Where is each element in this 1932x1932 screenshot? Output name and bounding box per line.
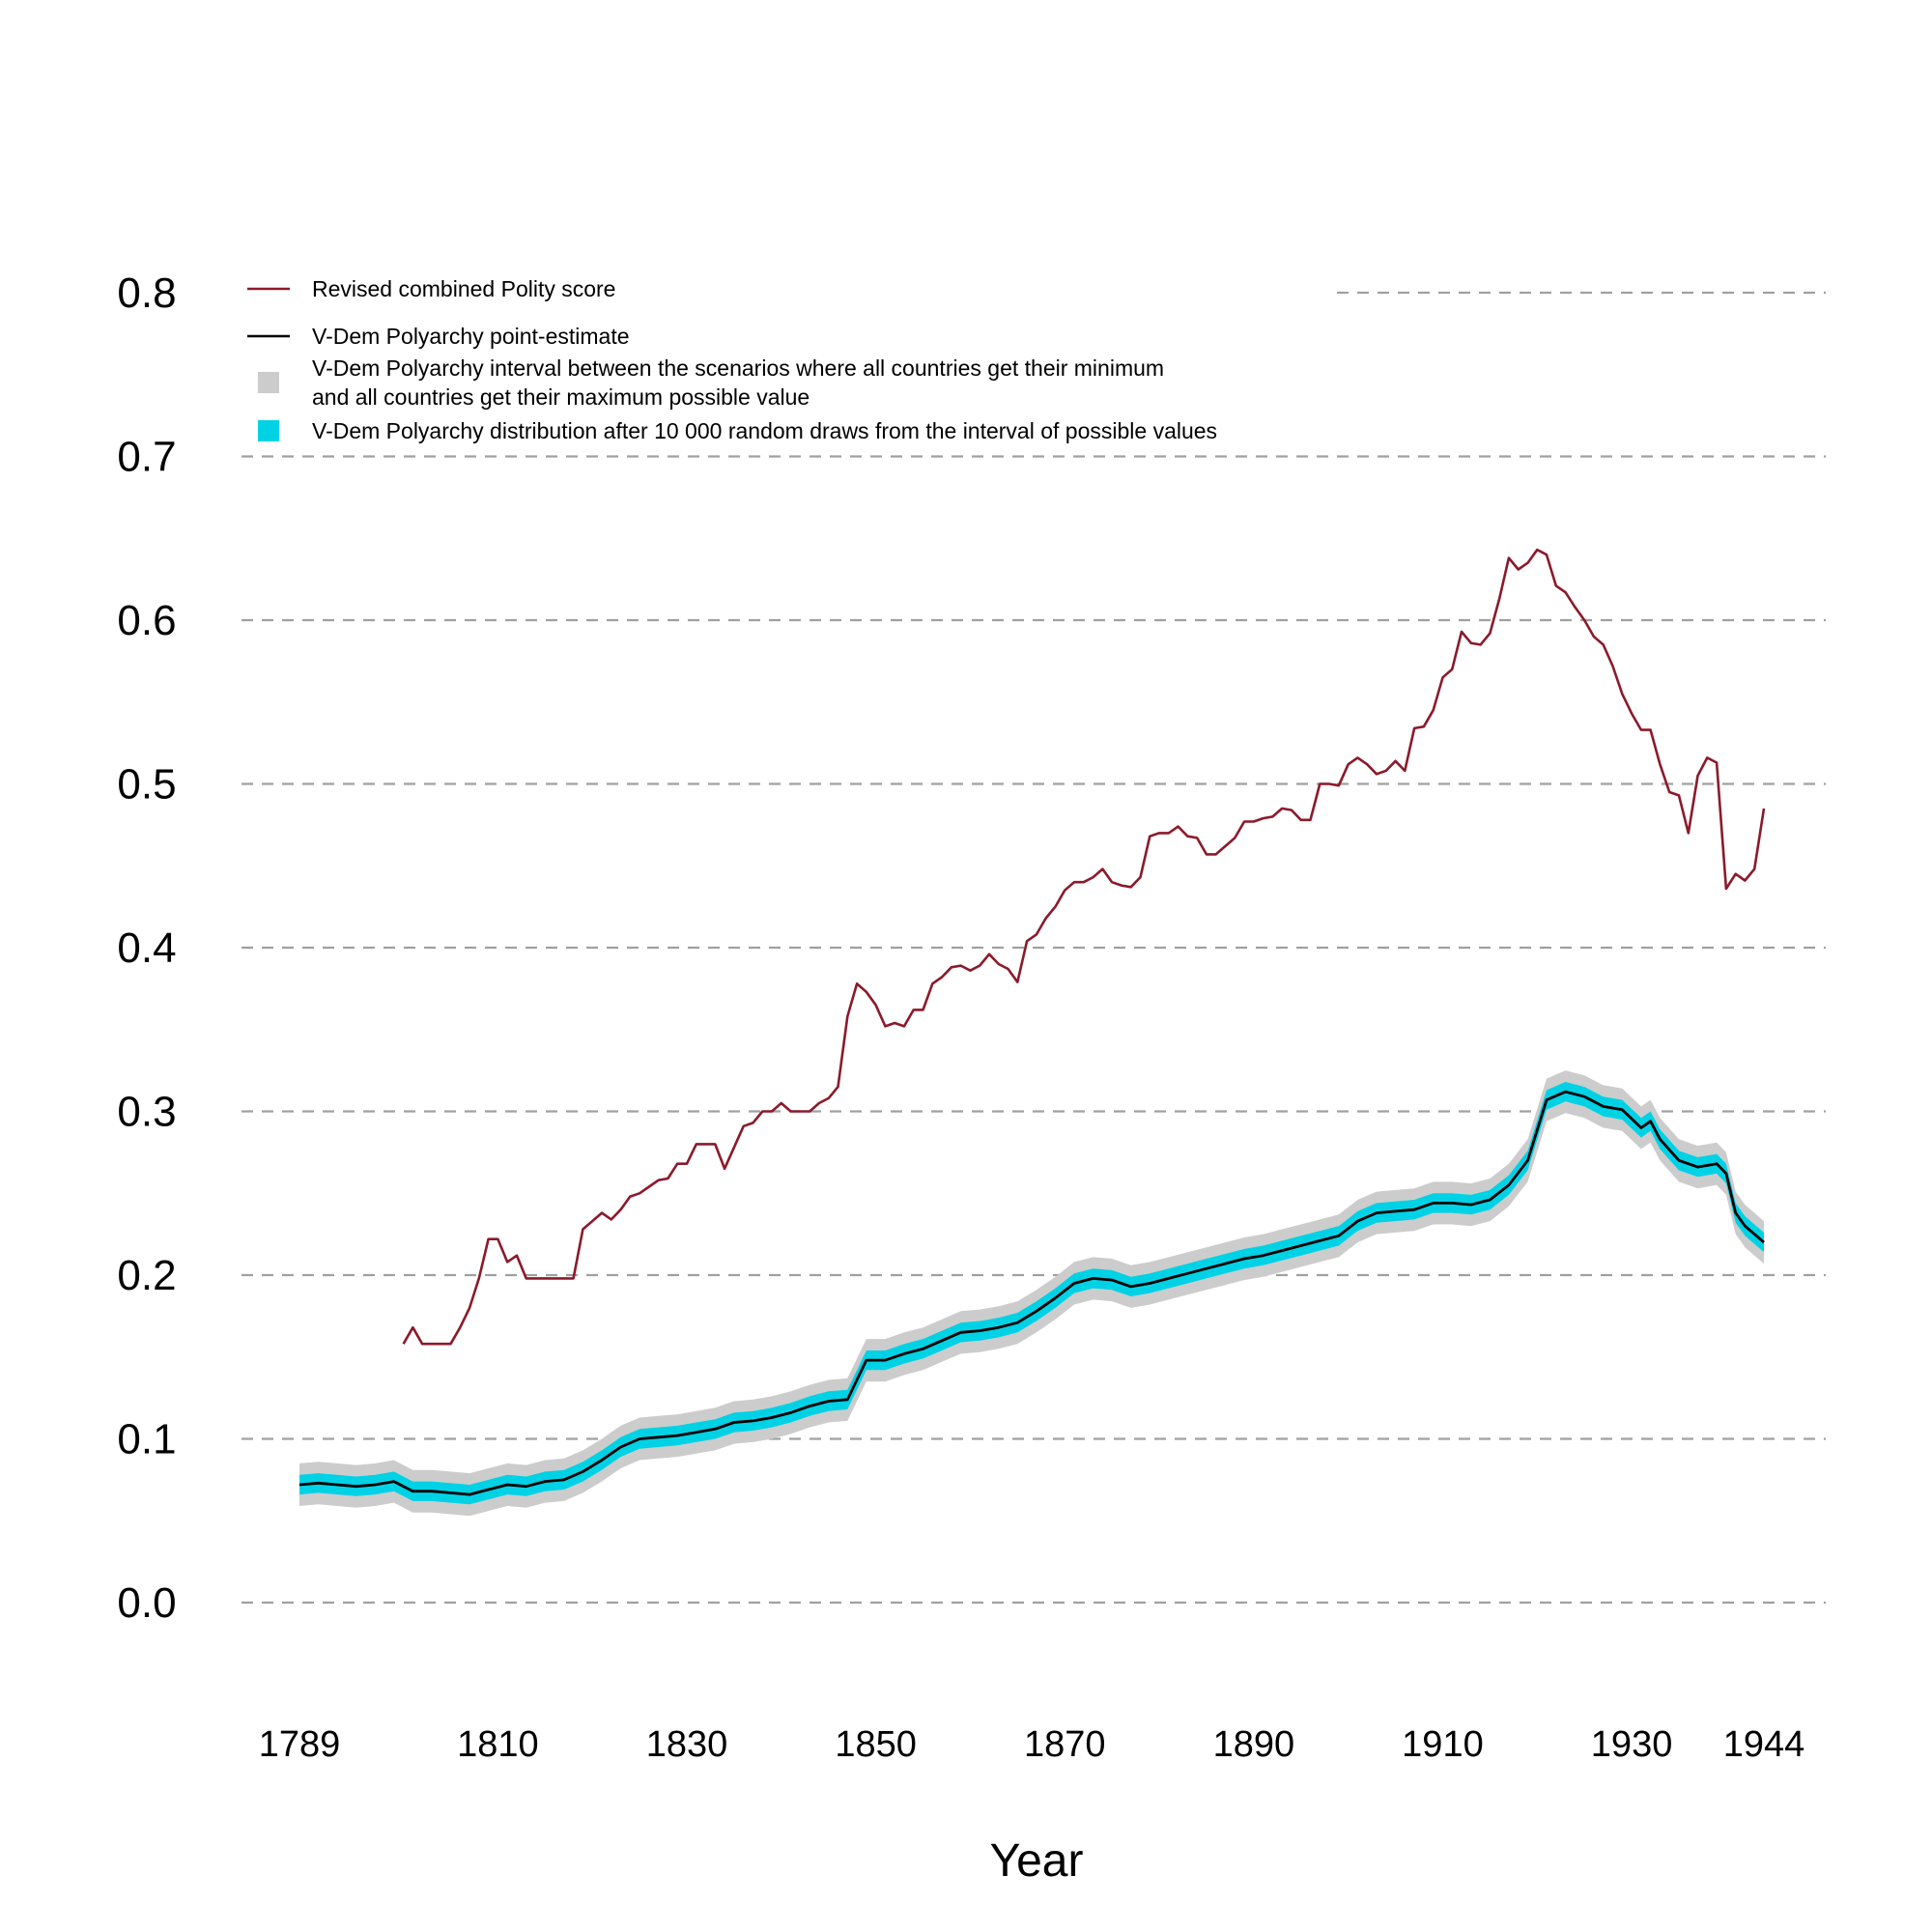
x-tick-label: 1944	[1723, 1724, 1805, 1765]
x-axis-title: Year	[990, 1835, 1084, 1887]
legend: Revised combined Polity score V-Dem Polya…	[247, 276, 1217, 443]
y-tick-label: 0.8	[117, 270, 176, 317]
y-tick-label: 0.1	[117, 1416, 176, 1463]
series-lines	[298, 548, 1766, 1496]
x-tick-label: 1789	[259, 1724, 341, 1765]
interval-legend-label: V-Dem Polyarchy interval between the sce…	[312, 355, 1164, 381]
x-tick-label: 1850	[835, 1724, 917, 1765]
y-tick-label: 0.5	[117, 761, 176, 809]
polity-legend-label: Revised combined Polity score	[312, 276, 615, 301]
x-tick-label: 1810	[457, 1724, 539, 1765]
x-tick-label: 1890	[1213, 1724, 1295, 1765]
vdem-line	[298, 1090, 1765, 1496]
y-tick-label: 0.3	[117, 1089, 176, 1136]
bands	[299, 1070, 1764, 1517]
y-tick-label: 0.7	[117, 434, 176, 481]
interval-legend-swatch	[258, 372, 279, 393]
x-tick-label: 1830	[646, 1724, 728, 1765]
y-tick-label: 0.6	[117, 597, 176, 644]
y-tick-label: 0.4	[117, 924, 176, 972]
x-axis-ticks: 1789 1810 1830 1850 1870 1890 1910 1930 1944	[259, 1724, 1805, 1765]
x-tick-label: 1910	[1402, 1724, 1484, 1765]
distribution-legend-label: V-Dem Polyarchy distribution after 10 00…	[312, 418, 1217, 443]
y-axis-ticks: 0.0 0.1 0.2 0.3 0.4 0.5 0.6 0.7 0.8	[117, 270, 176, 1627]
interval-band	[299, 1070, 1764, 1517]
legend-background	[240, 263, 1329, 452]
y-tick-label: 0.2	[117, 1252, 176, 1299]
vdem-legend-label: V-Dem Polyarchy point-estimate	[312, 324, 630, 349]
x-tick-label: 1930	[1591, 1724, 1673, 1765]
polity-line	[402, 548, 1766, 1346]
x-tick-label: 1870	[1024, 1724, 1106, 1765]
distribution-legend-swatch	[258, 420, 279, 441]
y-tick-label: 0.0	[117, 1579, 176, 1627]
interval-legend-label-line2: and all countries get their maximum poss…	[312, 384, 810, 410]
